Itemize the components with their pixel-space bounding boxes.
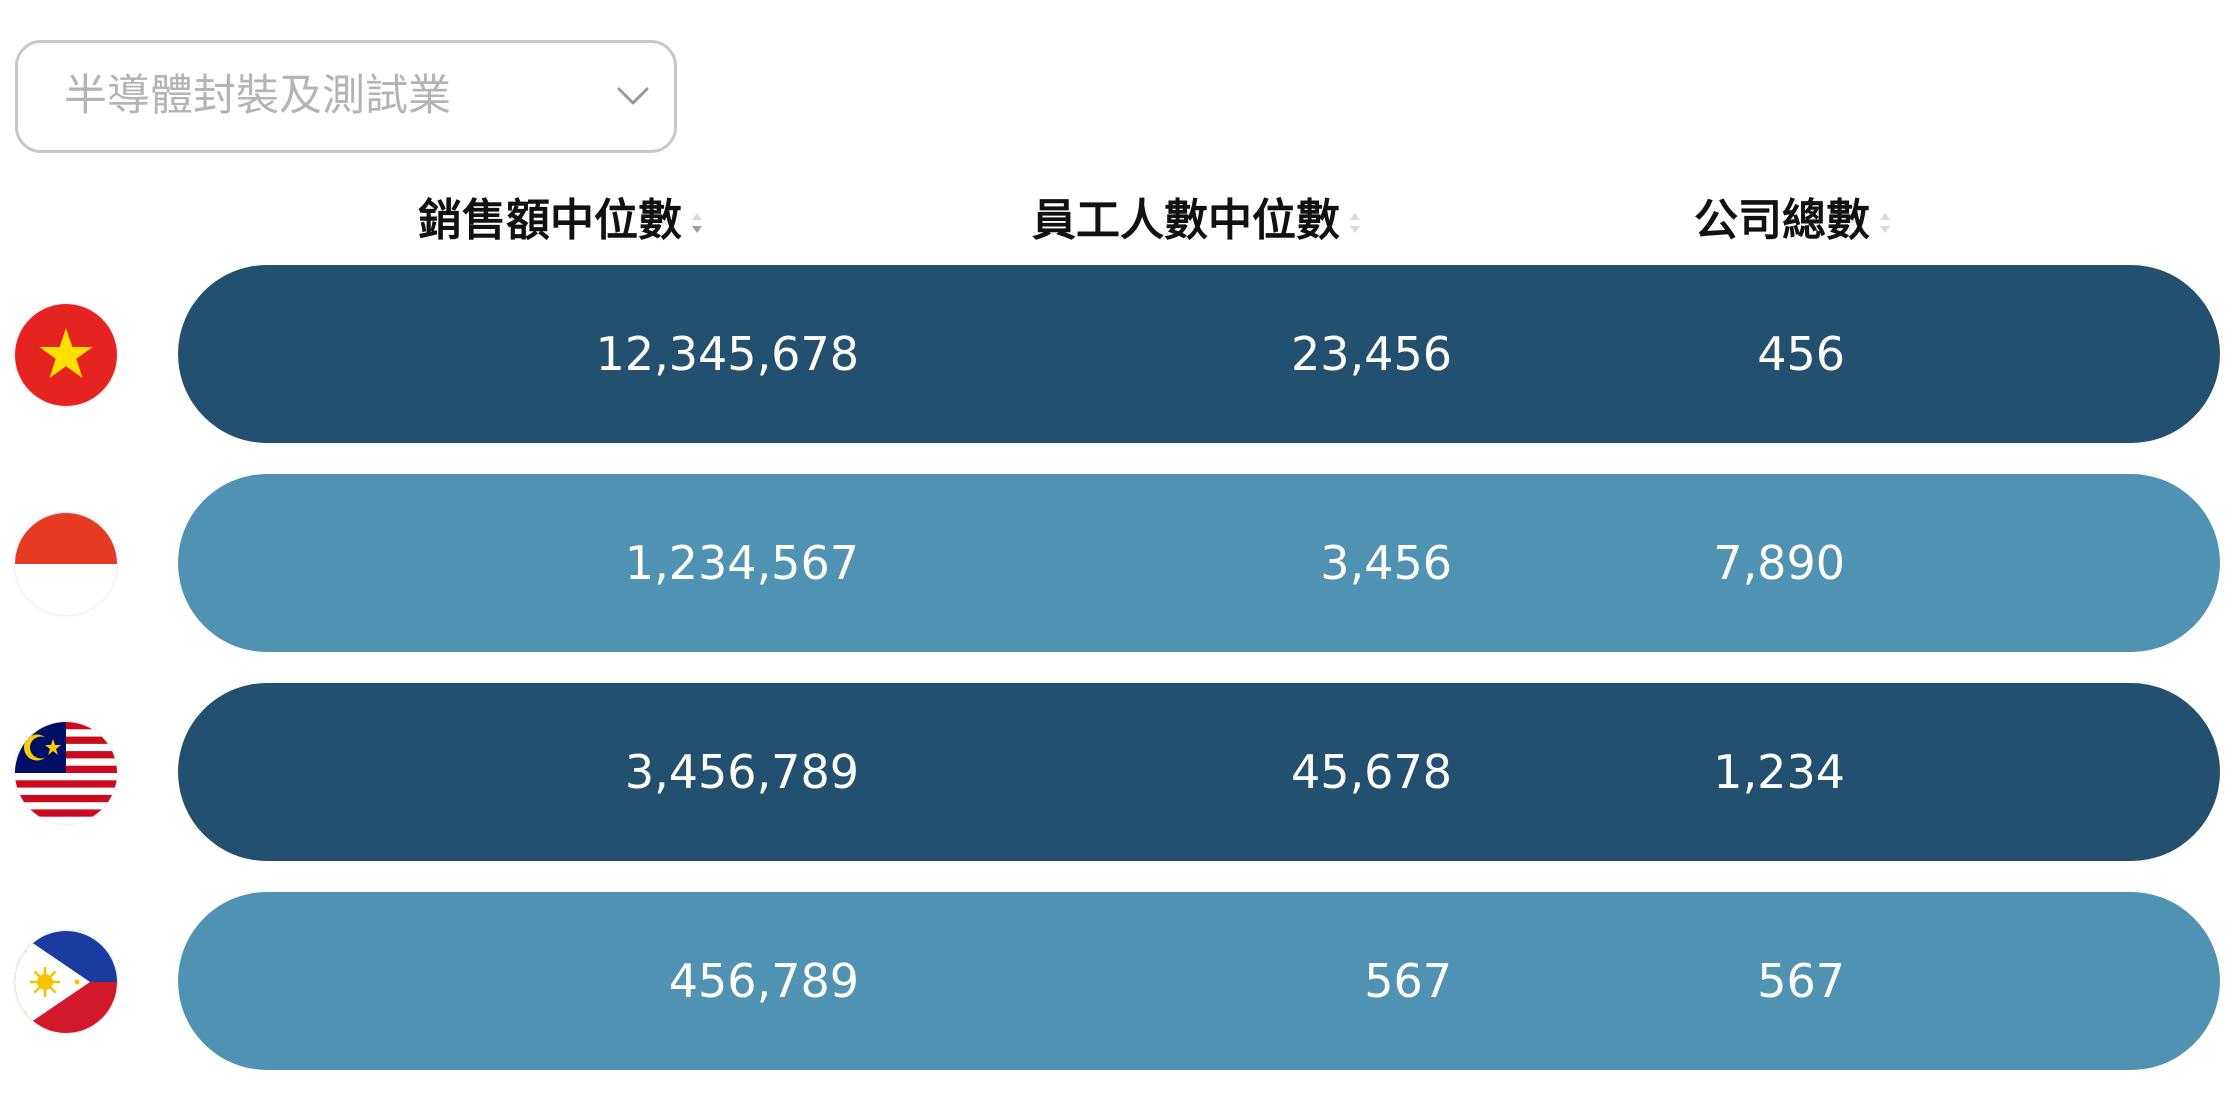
sort-icon <box>1880 213 1890 233</box>
company-count-value: 7,890 <box>1713 536 1845 590</box>
column-header-employees-label: 員工人數中位數 <box>1032 195 1340 246</box>
sales-median-value: 3,456,789 <box>624 745 859 799</box>
table-row[interactable]: 12,345,678 23,456 456 <box>178 265 2220 443</box>
sort-icon <box>692 213 702 233</box>
sales-median-value: 456,789 <box>668 954 859 1008</box>
column-header-companies[interactable]: 公司總數 <box>1694 186 1892 246</box>
employees-median-value: 45,678 <box>1291 745 1452 799</box>
column-header-sales-label: 銷售額中位數 <box>418 195 682 246</box>
sort-icon <box>1350 213 1360 233</box>
company-count-value: 1,234 <box>1713 745 1845 799</box>
company-count-value: 567 <box>1757 954 1845 1008</box>
malaysia-flag-icon <box>15 722 117 824</box>
table-row[interactable]: 3,456,789 45,678 1,234 <box>178 683 2220 861</box>
vietnam-flag-icon <box>15 304 117 406</box>
column-header-sales[interactable]: 銷售額中位數 <box>418 186 704 246</box>
chevron-down-icon <box>617 87 649 105</box>
column-header-employees[interactable]: 員工人數中位數 <box>1032 186 1362 246</box>
company-count-value: 456 <box>1757 327 1845 381</box>
indonesia-flag-icon <box>15 513 117 615</box>
table-row[interactable]: 1,234,567 3,456 7,890 <box>178 474 2220 652</box>
table-row[interactable]: 456,789 567 567 <box>178 892 2220 1070</box>
column-header-companies-label: 公司總數 <box>1694 195 1870 246</box>
philippines-flag-icon <box>15 931 117 1033</box>
sales-median-value: 1,234,567 <box>624 536 859 590</box>
industry-dropdown-value: 半導體封裝及測試業 <box>64 71 451 121</box>
employees-median-value: 3,456 <box>1320 536 1452 590</box>
sales-median-value: 12,345,678 <box>595 327 859 381</box>
employees-median-value: 567 <box>1364 954 1452 1008</box>
industry-dropdown[interactable]: 半導體封裝及測試業 <box>15 40 677 153</box>
employees-median-value: 23,456 <box>1291 327 1452 381</box>
